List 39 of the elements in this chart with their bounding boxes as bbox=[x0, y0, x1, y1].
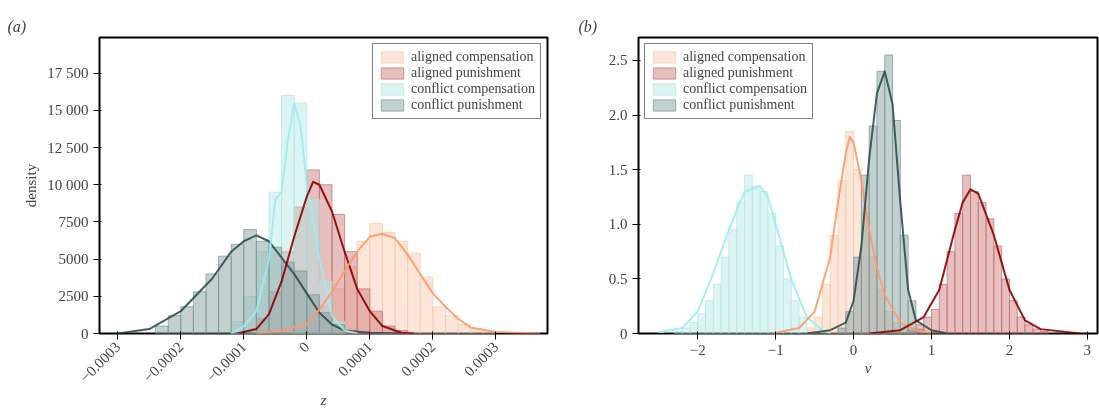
legend-label: aligned compensation bbox=[683, 49, 806, 65]
y-tick-label: 2.0 bbox=[608, 107, 628, 124]
x-tick-label: 1 bbox=[927, 341, 936, 358]
line-series bbox=[255, 232, 541, 334]
y-tick-label: 2500 bbox=[58, 288, 89, 305]
x-axis-title: v bbox=[864, 359, 872, 376]
y-tick-label: 0 bbox=[81, 325, 89, 342]
x-tick-label: 2 bbox=[1005, 341, 1014, 358]
legend-label: conflict punishment bbox=[683, 97, 795, 113]
x-tick-label: 0 bbox=[295, 338, 313, 356]
y-tick-label: 0 bbox=[620, 325, 628, 342]
chart-title: (a) bbox=[7, 17, 27, 36]
legend-label: aligned punishment bbox=[410, 65, 522, 81]
x-tick-label: −1 bbox=[767, 341, 784, 358]
y-tick-label: 2.5 bbox=[608, 52, 628, 69]
legend-label: aligned compensation bbox=[410, 49, 534, 65]
y-tick-label: 15 000 bbox=[47, 102, 89, 119]
y-tick-label: 1.0 bbox=[608, 216, 628, 233]
line-series bbox=[236, 180, 415, 334]
chart-title: (b) bbox=[578, 17, 598, 36]
legend-label: aligned punishment bbox=[683, 65, 794, 81]
y-tick-label: 5000 bbox=[58, 251, 89, 268]
x-tick-label: 0 bbox=[849, 341, 858, 358]
legend-label: conflict punishment bbox=[410, 97, 523, 113]
y-tick-label: 10 000 bbox=[47, 176, 89, 193]
line-series bbox=[230, 101, 359, 334]
y-tick-label: 12 500 bbox=[47, 139, 89, 156]
legend-label: conflict compensation bbox=[683, 81, 808, 97]
x-tick-label: 3 bbox=[1083, 341, 1092, 358]
x-axis-title: z bbox=[319, 391, 327, 408]
y-tick-label: 0.5 bbox=[608, 270, 628, 287]
y-tick-label: 1.5 bbox=[608, 161, 628, 178]
y-tick-label: 17 500 bbox=[47, 65, 89, 82]
legend-label: conflict compensation bbox=[410, 81, 535, 97]
y-axis-title: density bbox=[23, 163, 40, 208]
line-series bbox=[657, 185, 832, 334]
line-series bbox=[868, 188, 1081, 334]
x-tick-label: −2 bbox=[689, 341, 706, 358]
y-tick-label: 7500 bbox=[58, 213, 89, 230]
